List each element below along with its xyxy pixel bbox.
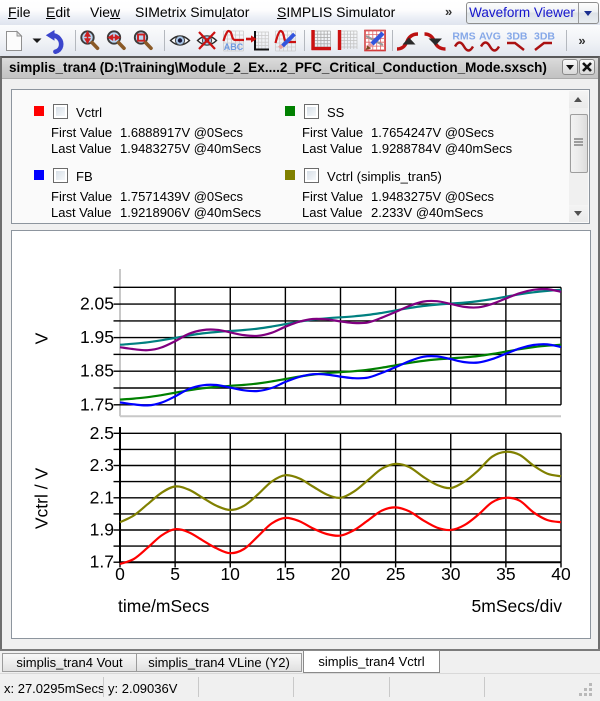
svg-text:ABC: ABC [224,42,244,52]
svg-text:»: » [578,33,585,48]
svg-text:3DB: 3DB [534,31,555,43]
svg-text:RMS: RMS [452,31,475,43]
svg-text:AVG: AVG [479,31,501,43]
svg-text:3DB: 3DB [506,31,527,43]
